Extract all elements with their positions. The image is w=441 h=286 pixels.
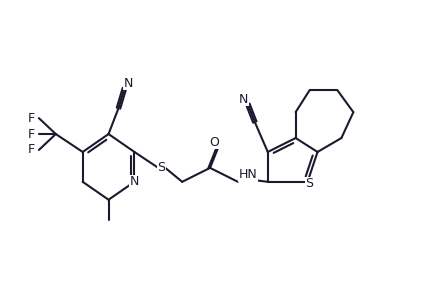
Text: F: F (27, 112, 34, 125)
Text: N: N (130, 175, 139, 188)
Text: O: O (209, 136, 219, 148)
Text: F: F (27, 144, 34, 156)
Text: F: F (27, 128, 34, 140)
Text: N: N (239, 93, 249, 106)
Text: S: S (157, 161, 165, 174)
Text: S: S (306, 177, 314, 190)
Text: HN: HN (239, 168, 257, 181)
Text: N: N (124, 77, 133, 90)
